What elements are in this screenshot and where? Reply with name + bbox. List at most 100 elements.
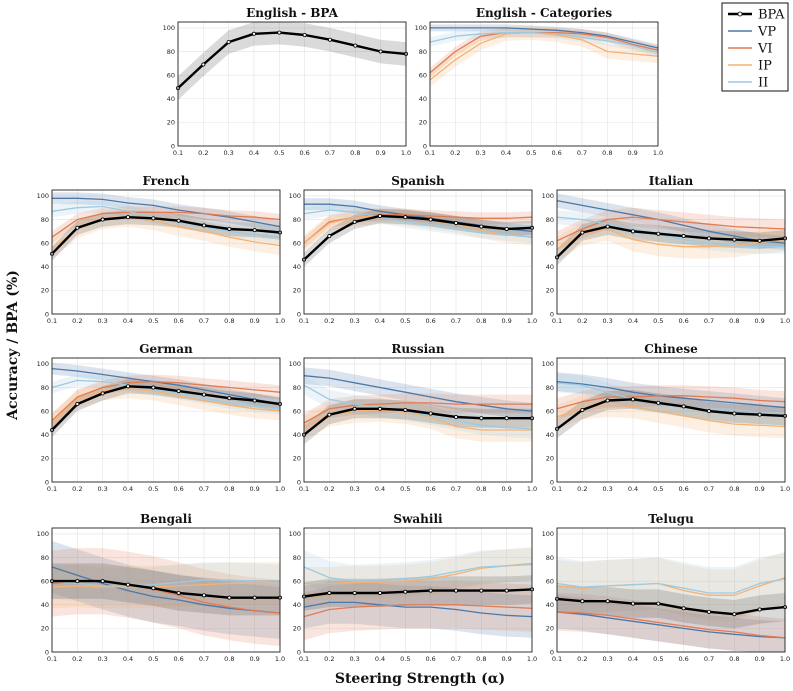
x-tick-label: 0.7 [704,655,714,663]
series-line-ii [556,216,785,248]
x-tick-label: 0.4 [628,317,638,325]
x-tick-label: 0.8 [350,149,360,157]
series-line-ii [303,563,533,582]
x-tick-label: 0.5 [148,317,158,325]
y-tick-label: 0 [297,310,301,318]
x-tick-label: 0.3 [475,149,485,157]
band-vp [430,24,658,52]
y-tick-label: 40 [546,263,554,271]
y-tick-label: 40 [293,263,301,271]
x-tick-label: 0.9 [501,655,511,663]
band-vp [304,367,532,420]
x-tick-label: 0.7 [451,317,461,325]
data-point-bpa [403,215,408,220]
series-line-ii [51,579,281,587]
data-point-bpa [757,238,762,243]
x-tick-label: 0.5 [526,149,536,157]
data-point-bpa [201,392,206,397]
data-point-bpa [732,411,737,416]
series-line-ii [556,578,786,594]
series-line-bpa [51,215,281,255]
y-tick-label: 40 [419,95,427,103]
x-tick-label: 0.8 [476,655,486,663]
axes-frame [51,189,281,315]
x-axis-label: Steering Strength (α) [335,671,505,687]
data-point-bpa [757,412,762,417]
plot-area [52,190,280,314]
data-point-bpa [681,606,686,611]
x-tick-label: 0.2 [324,655,334,663]
band-ii [304,375,532,439]
data-point-bpa [226,40,231,45]
y-tick-label: 20 [41,625,49,633]
axes-frame [556,357,786,483]
band-ii [304,548,532,598]
subplot-grid: 0.1 0.2 0.3 0.4 0.5 0.6 0.7 0.8 0.9 1.0 0 20 40 60 80 1… [37,6,791,663]
legend-item-bpa: BPA [728,8,785,23]
x-tick-label: 0.1 [425,149,435,157]
x-tick-label: 0.6 [299,149,309,157]
y-tick-label: 80 [293,554,301,562]
data-point-bpa [176,590,181,595]
x-tick-label: 0.1 [299,485,309,493]
x-tick-label: 1.0 [527,655,537,663]
data-point-bpa [681,234,686,239]
x-tick-label: 0.6 [678,655,688,663]
band-ii [557,210,785,254]
y-tick-label: 40 [41,431,49,439]
series-line-bpa [303,407,532,436]
panel-title: English - Categories [476,6,613,20]
band-vi [52,548,280,647]
axes-frame [177,21,407,147]
x-tick-label: 1.0 [527,317,537,325]
legend-label: BPA [758,8,785,23]
data-point-bpa [327,37,332,42]
series-line-bpa [303,214,533,261]
x-tick-label: 0.6 [173,485,183,493]
legend-marker [737,11,743,17]
data-point-bpa [428,217,433,222]
data-point-bpa [302,32,307,37]
series-line-bpa [51,385,281,431]
x-tick-label: 0.6 [678,317,688,325]
x-tick-label: 0.3 [349,655,359,663]
y-tick-label: 100 [289,192,301,200]
x-tick-label: 0.7 [199,655,209,663]
x-tick-label: 0.7 [199,485,209,493]
data-point-bpa [176,389,181,394]
x-tick-label: 0.6 [173,655,183,663]
x-tick-label: 0.3 [97,485,107,493]
plot-area [178,22,406,146]
legend: BPA VP VI IP II [721,2,789,92]
x-tick-label: 0.1 [552,317,562,325]
plot-area [52,358,280,482]
data-point-bpa [377,213,382,218]
y-tick-label: 40 [293,601,301,609]
x-tick-label: 0.2 [577,655,587,663]
x-tick-label: 0.8 [729,317,739,325]
y-tick-label: 80 [546,554,554,562]
x-tick-label: 0.9 [501,317,511,325]
axes-frame [303,357,533,483]
y-tick-label: 0 [550,648,554,656]
legend-item-ip: IP [728,59,772,74]
data-point-bpa [227,595,232,600]
x-tick-label: 0.9 [627,149,637,157]
x-tick-label: 0.1 [552,485,562,493]
data-point-bpa [453,415,458,420]
y-tick-label: 0 [171,142,175,150]
x-tick-label: 0.9 [249,485,259,493]
panel-title: Telugu [648,512,694,526]
band-bpa [304,208,532,267]
x-tick-label: 0.9 [754,655,764,663]
x-tick-label: 0.5 [274,149,284,157]
y-tick-label: 80 [41,216,49,224]
data-point-bpa [580,599,585,604]
series-line-vi [51,211,281,238]
x-tick-label: 0.3 [223,149,233,157]
series-line-vp [556,611,786,639]
series-line-vi [51,380,281,422]
y-tick-label: 0 [45,310,49,318]
x-tick-label: 0.1 [299,655,309,663]
band-bpa [178,22,406,100]
